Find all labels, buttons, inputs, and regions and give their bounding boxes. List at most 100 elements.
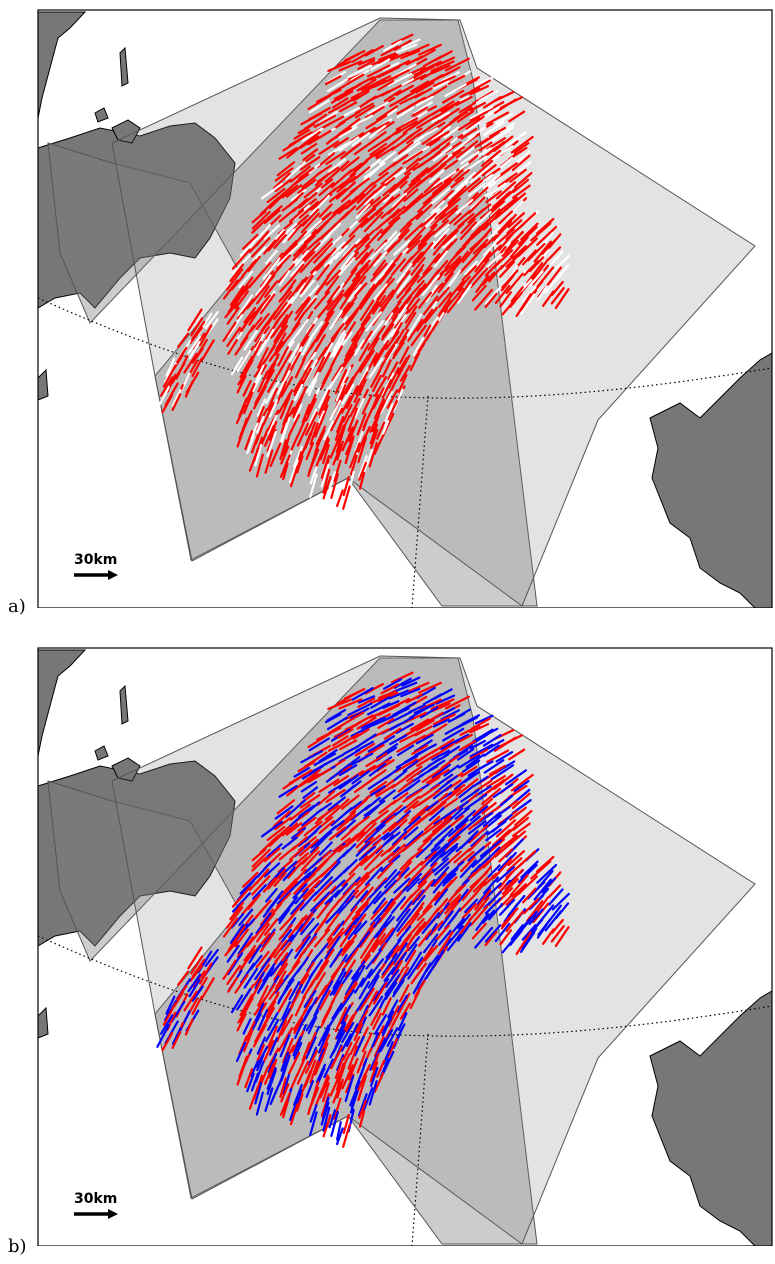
feature-stripe xyxy=(254,380,269,405)
feature-stripe xyxy=(383,89,402,102)
feature-stripe xyxy=(419,73,444,89)
feature-stripe xyxy=(398,222,413,239)
feature-stripe xyxy=(266,1025,278,1049)
feature-stripe xyxy=(380,205,397,219)
feature-stripe xyxy=(273,234,287,249)
feature-stripe xyxy=(421,181,443,199)
feature-stripe xyxy=(393,677,412,689)
scale-arrow-head xyxy=(108,1209,118,1219)
feature-stripe xyxy=(256,923,270,943)
feature-stripe xyxy=(336,1127,344,1146)
feature-stripe xyxy=(464,898,478,914)
feature-stripe xyxy=(443,835,461,852)
feature-stripe xyxy=(458,739,477,752)
feature-stripe xyxy=(393,239,411,256)
feature-stripe xyxy=(236,298,255,320)
stripe-field-a xyxy=(156,33,570,510)
feature-stripe xyxy=(382,700,400,710)
feature-stripe xyxy=(324,251,341,267)
feature-stripe xyxy=(368,995,384,1017)
feature-stripe xyxy=(419,68,439,81)
feature-stripe xyxy=(464,155,488,173)
feature-stripe xyxy=(289,923,304,944)
feature-stripe xyxy=(353,384,363,403)
feature-stripe xyxy=(417,233,434,250)
feature-stripe xyxy=(250,1072,259,1092)
feature-stripe xyxy=(431,857,449,874)
feature-stripe xyxy=(367,352,378,371)
feature-stripe xyxy=(345,711,365,724)
feature-stripe xyxy=(517,864,538,884)
feature-stripe xyxy=(340,146,356,160)
feature-stripe xyxy=(337,257,355,278)
feature-stripe xyxy=(554,926,570,948)
feature-stripe xyxy=(349,1080,361,1107)
feature-stripe xyxy=(267,1052,278,1073)
feature-stripe xyxy=(455,171,476,191)
feature-stripe xyxy=(392,979,405,998)
feature-stripe xyxy=(440,100,460,113)
feature-stripe xyxy=(496,819,517,838)
feature-stripe xyxy=(404,192,424,210)
feature-stripe xyxy=(325,789,346,803)
feature-stripe xyxy=(355,203,371,219)
feature-stripe xyxy=(232,254,251,275)
feature-stripe xyxy=(279,1092,291,1116)
feature-stripe xyxy=(483,891,502,910)
feature-stripe xyxy=(314,876,333,896)
feature-stripe xyxy=(338,881,357,902)
feature-stripe xyxy=(359,126,376,138)
feature-stripe xyxy=(358,57,376,66)
feature-stripe xyxy=(380,804,403,824)
feature-stripe xyxy=(373,251,388,267)
latitude-line xyxy=(37,297,773,399)
feature-stripe xyxy=(330,879,346,895)
feature-stripe xyxy=(379,927,395,946)
feature-stripe xyxy=(279,396,291,420)
feature-stripe xyxy=(351,875,370,894)
feature-stripe xyxy=(418,43,442,56)
feature-stripe xyxy=(309,832,331,854)
feature-stripe xyxy=(246,925,265,948)
feature-stripe xyxy=(352,728,370,740)
feature-stripe xyxy=(294,383,304,402)
feature-stripe xyxy=(406,240,421,254)
feature-stripe xyxy=(388,813,410,832)
feature-stripe xyxy=(432,815,452,833)
feature-stripe xyxy=(239,355,254,379)
feature-stripe xyxy=(187,335,202,355)
feature-stripe xyxy=(483,882,502,901)
landmass-northwest xyxy=(37,649,87,757)
feature-stripe xyxy=(238,953,251,973)
feature-stripe xyxy=(341,1021,355,1043)
feature-stripe xyxy=(415,81,435,94)
feature-stripe xyxy=(256,1053,265,1072)
feature-stripe xyxy=(422,55,443,68)
scale-bar-a xyxy=(74,570,118,580)
feature-stripe xyxy=(347,407,358,432)
feature-stripe xyxy=(256,1036,267,1055)
feature-stripe xyxy=(351,770,371,785)
feature-stripe xyxy=(505,272,524,294)
feature-stripe xyxy=(469,105,494,120)
feature-stripe xyxy=(267,868,287,890)
feature-stripe xyxy=(432,204,448,220)
feature-stripe xyxy=(535,217,555,235)
feature-stripe xyxy=(334,1006,348,1033)
feature-stripe xyxy=(357,1093,368,1117)
feature-stripe xyxy=(293,240,309,257)
feature-stripe xyxy=(440,150,462,167)
feature-stripe xyxy=(320,436,329,454)
feature-stripe xyxy=(264,1087,274,1112)
feature-stripe xyxy=(482,734,502,747)
feature-stripe xyxy=(484,292,498,309)
feature-stripe xyxy=(467,846,485,862)
feature-stripe xyxy=(250,1060,259,1078)
feature-stripe xyxy=(345,372,358,395)
feature-stripe xyxy=(343,274,361,296)
feature-stripe xyxy=(406,280,425,300)
feature-stripe xyxy=(293,1041,303,1060)
feature-stripe xyxy=(241,259,257,278)
feature-stripe xyxy=(404,943,418,962)
feature-stripe xyxy=(513,780,530,793)
